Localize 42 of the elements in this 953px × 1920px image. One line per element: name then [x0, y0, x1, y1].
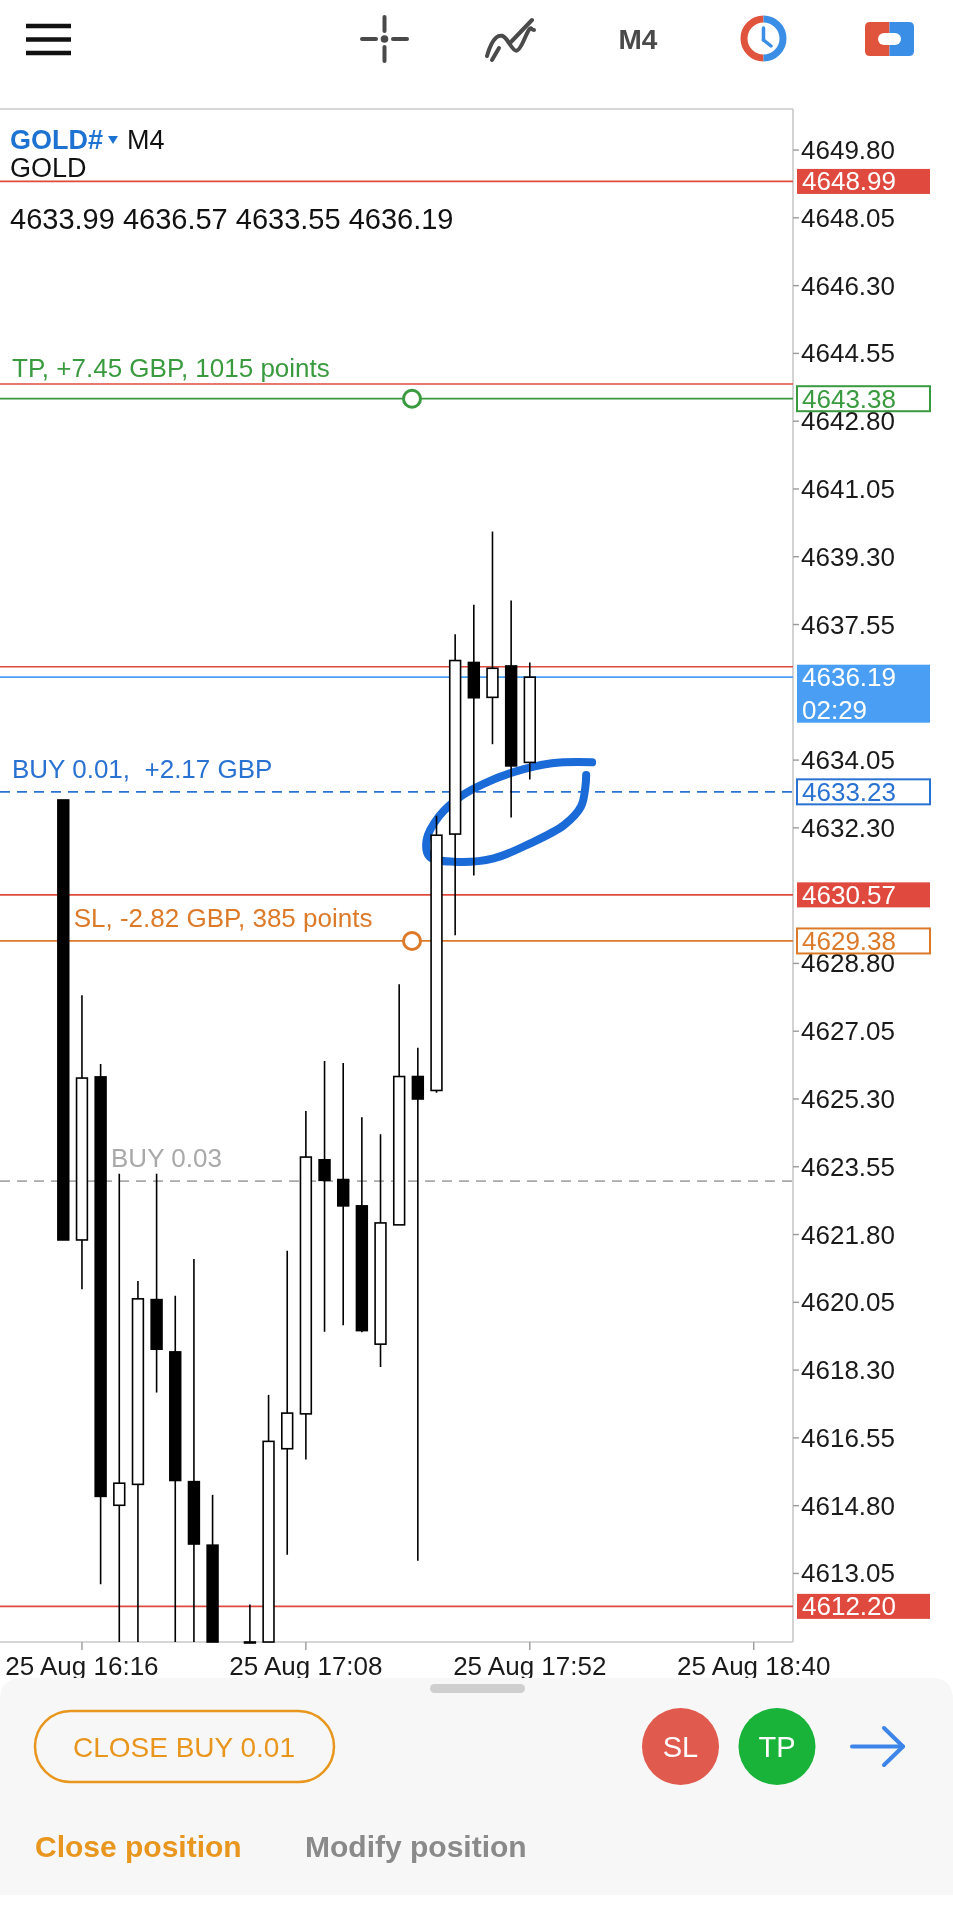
ref-line-label: 4612.20: [802, 1591, 896, 1622]
y-tick-label: 4634.05: [801, 745, 895, 776]
text: Close position: [35, 1829, 242, 1863]
y-tick-label: 4623.55: [801, 1151, 895, 1182]
candlestick: [411, 1047, 425, 1562]
y-tick-label: 4618.30: [801, 1355, 895, 1386]
annotation: M4: [127, 125, 165, 155]
text: M4: [618, 23, 658, 55]
candlestick: [318, 1060, 331, 1333]
ref-line-label: 4630.57: [802, 879, 896, 910]
y-tick-label: 4649.80: [801, 135, 895, 166]
annotation: TP, +7.45 GBP, 1015 points: [12, 352, 330, 383]
y-tick-label: 4627.05: [801, 1016, 895, 1047]
annotation: BUY 0.03: [111, 1143, 222, 1174]
annotation: SL, -2.82 GBP, 385 points: [73, 902, 373, 933]
y-tick-label: 4613.05: [801, 1558, 895, 1589]
text: TP: [758, 1731, 796, 1763]
y-tick-label: 4621.80: [801, 1219, 895, 1250]
text: Modify position: [305, 1829, 527, 1863]
candlestick: [336, 1062, 350, 1326]
text: GOLD#: [10, 125, 104, 155]
y-tick-label: 4641.05: [801, 473, 895, 504]
text: SL: [662, 1731, 699, 1763]
candlestick: [243, 1603, 257, 1644]
y-tick-label: 4614.80: [801, 1490, 895, 1521]
y-tick-label: 4625.30: [801, 1083, 895, 1114]
ref-line-label: 4636.19 02:29: [802, 662, 896, 726]
y-tick-label: 4616.55: [801, 1422, 895, 1453]
candlestick: [113, 1172, 126, 1643]
y-tick-label: 4648.05: [801, 202, 895, 233]
y-tick-label: 4639.30: [801, 541, 895, 572]
ref-line-label: 4633.23: [802, 776, 896, 807]
y-tick-label: 4620.05: [801, 1287, 895, 1318]
y-tick-label: 4646.30: [801, 270, 895, 301]
annotation: 4633.99 4636.57 4633.55 4636.19: [10, 203, 454, 235]
text: CLOSE BUY 0.01: [72, 1731, 296, 1763]
y-tick-label: 4632.30: [801, 812, 895, 843]
y-tick-label: 4644.55: [801, 338, 895, 369]
y-tick-label: 4637.55: [801, 609, 895, 640]
annotation: BUY 0.01, +2.17 GBP: [12, 753, 273, 784]
text: GOLD: [10, 153, 87, 183]
ref-line-label: 4648.99: [802, 166, 896, 197]
